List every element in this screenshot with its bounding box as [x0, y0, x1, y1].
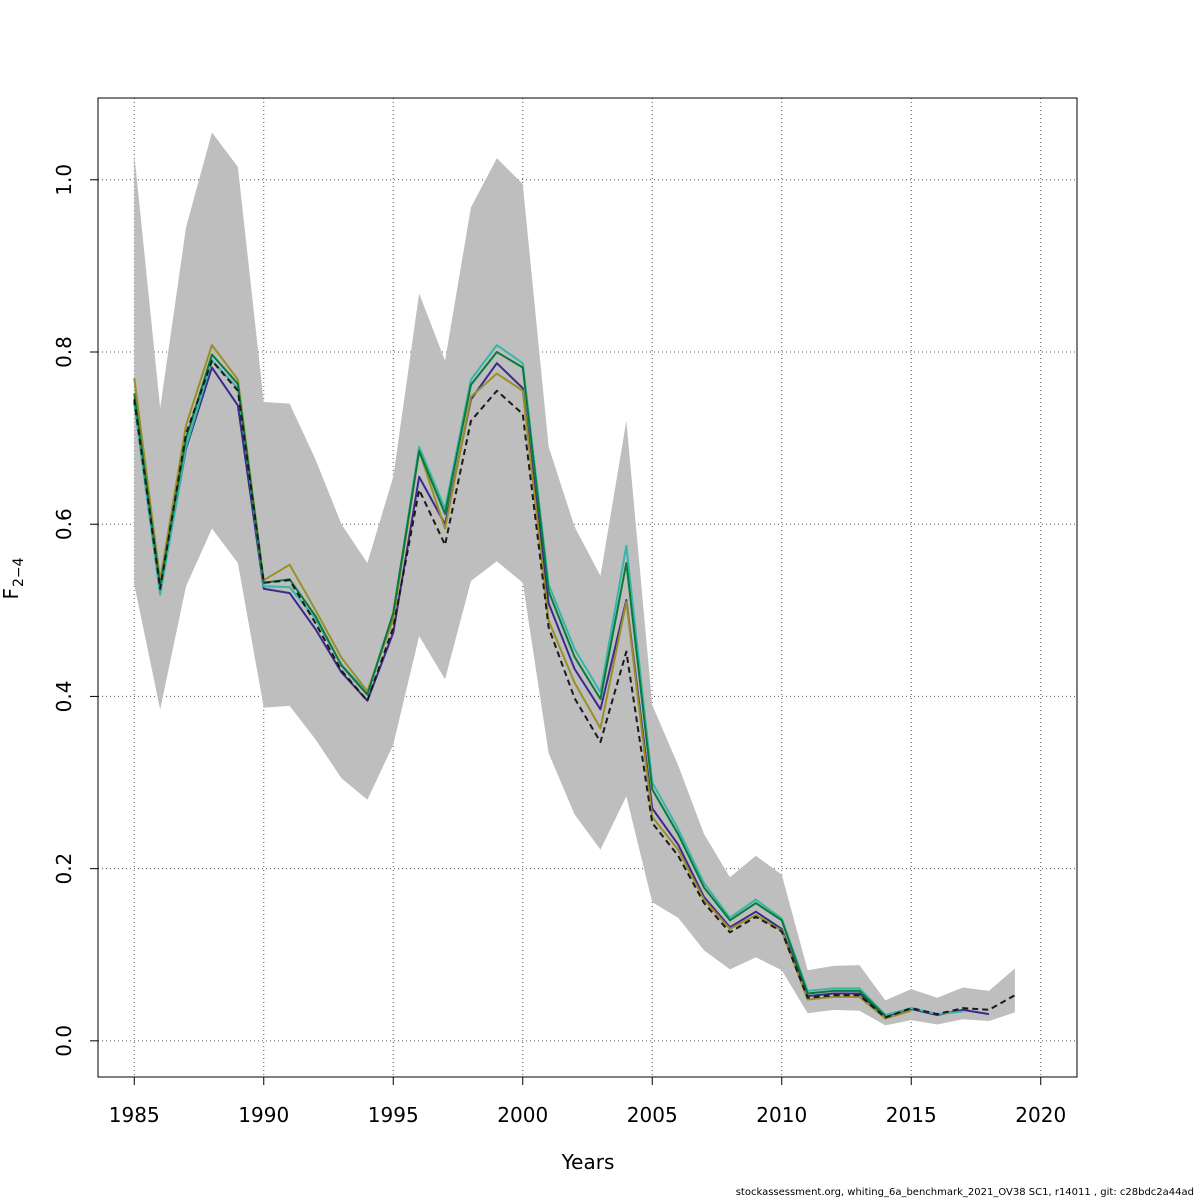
x-tick-label: 1990 [238, 1103, 289, 1127]
x-tick-label: 1995 [368, 1103, 419, 1127]
footer-credit: stockassessment.org, whiting_6a_benchmar… [735, 1187, 1194, 1198]
x-tick-label: 2015 [886, 1103, 937, 1127]
y-tick-label: 0.4 [52, 681, 76, 713]
x-tick-label: 2020 [1015, 1103, 1066, 1127]
y-axis-title-sub: 2−4 [11, 557, 27, 587]
y-tick-label: 0.0 [52, 1025, 76, 1057]
x-axis-title: Years [561, 1150, 615, 1174]
x-tick-label: 2005 [627, 1103, 678, 1127]
series-layer [133, 344, 1016, 1020]
y-tick-label: 0.8 [52, 336, 76, 368]
y-tick-label: 1.0 [52, 164, 76, 196]
y-tick-label: 0.6 [52, 508, 76, 540]
y-axis-title: F 2−4 [0, 557, 27, 600]
x-tick-label: 2010 [756, 1103, 807, 1127]
series-line-2 [133, 362, 990, 1018]
confidence-band-layer [134, 132, 1015, 1026]
y-axis: 0.0 0.2 0.4 0.6 0.8 1.0 [52, 164, 99, 1057]
x-tick-label: 1985 [109, 1103, 160, 1127]
y-tick-label: 0.2 [52, 853, 76, 885]
y-axis-title-main: F [0, 588, 23, 600]
x-axis: 1985 1990 1995 2000 2005 2010 2015 2020 [109, 1076, 1066, 1127]
x-tick-label: 2000 [497, 1103, 548, 1127]
confidence-band [134, 132, 1015, 1026]
series-line-5 [133, 351, 887, 1017]
